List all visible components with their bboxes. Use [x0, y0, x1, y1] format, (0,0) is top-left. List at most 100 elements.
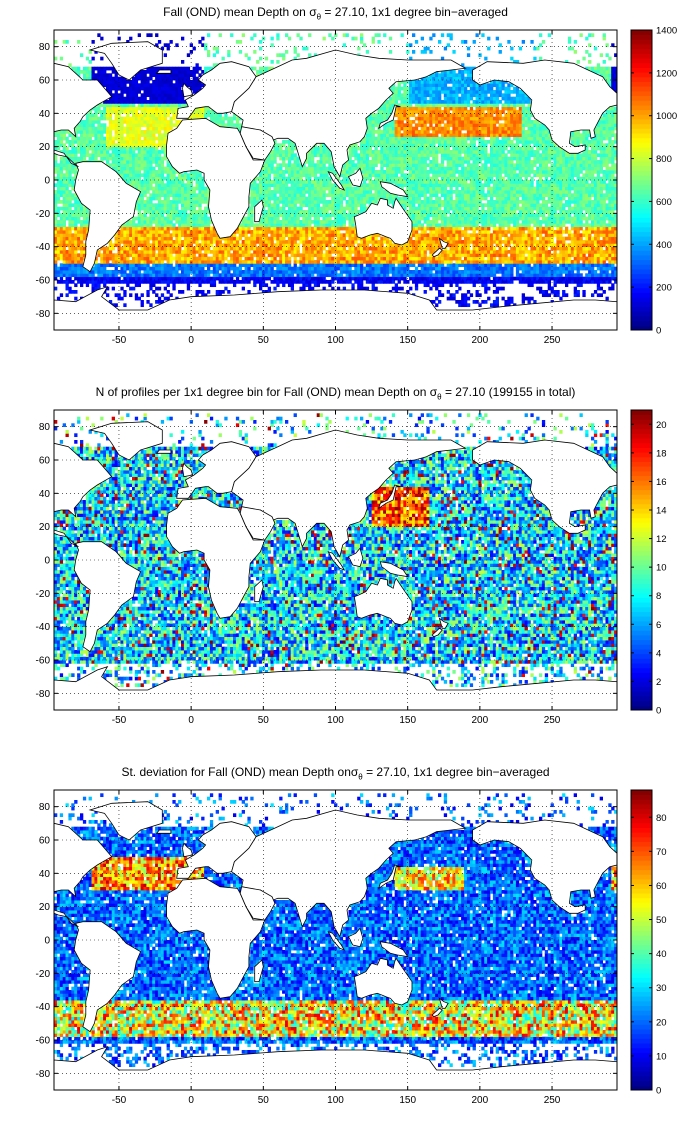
data-cell [518, 186, 523, 191]
data-cell [585, 220, 589, 224]
data-cell [181, 220, 185, 224]
data-cell [172, 226, 176, 231]
data-cell [169, 246, 173, 251]
data-cell [279, 260, 283, 264]
data-cell [175, 226, 179, 231]
data-cell [562, 210, 566, 214]
data-cell [490, 223, 494, 228]
data-cell [368, 273, 372, 278]
data-cell [591, 216, 595, 221]
data-cell [279, 186, 283, 191]
data-cell [207, 210, 211, 214]
data-cell [377, 276, 381, 281]
data-cell [417, 243, 422, 248]
data-cell [82, 233, 87, 238]
data-cell [227, 263, 231, 268]
data-cell [322, 286, 326, 291]
data-cell [573, 190, 577, 194]
data-cell [328, 230, 332, 234]
data-cell [461, 190, 465, 194]
data-cell [85, 223, 90, 228]
data-cell [282, 210, 286, 214]
data-cell [149, 203, 153, 208]
data-cell [446, 226, 450, 231]
data-cell [117, 260, 121, 264]
data-cell [241, 270, 245, 274]
data-cell [386, 236, 390, 241]
data-cell [544, 253, 549, 258]
data-cell [611, 276, 615, 281]
data-cell [189, 260, 193, 264]
data-cell [270, 196, 274, 201]
data-cell [446, 193, 450, 198]
data-cell [186, 243, 191, 248]
data-cell [351, 263, 355, 268]
data-cell [475, 273, 479, 278]
data-cell [267, 216, 271, 221]
data-cell [614, 280, 618, 284]
data-cell [541, 273, 546, 278]
data-cell [501, 203, 505, 208]
data-cell [207, 220, 211, 224]
data-cell [591, 236, 595, 241]
data-cell [515, 276, 520, 281]
data-cell [461, 246, 465, 251]
data-cell [357, 196, 361, 201]
data-cell [553, 270, 557, 274]
data-cell [455, 226, 459, 231]
data-cell [305, 213, 309, 218]
data-cell [388, 270, 393, 274]
data-cell [328, 213, 332, 218]
data-cell [302, 190, 306, 194]
data-cell [342, 183, 346, 188]
data-cell [155, 220, 159, 224]
data-cell [466, 303, 471, 308]
data-cell [68, 230, 72, 234]
data-cell [579, 246, 583, 251]
data-cell [253, 190, 257, 194]
data-cell [183, 226, 188, 231]
data-cell [267, 223, 271, 228]
data-cell [282, 273, 286, 278]
data-cell [556, 216, 560, 221]
data-cell [169, 200, 173, 204]
data-cell [68, 220, 72, 224]
data-cell [365, 280, 370, 284]
data-cell [267, 286, 271, 291]
data-cell [207, 190, 211, 194]
data-cell [579, 236, 583, 241]
data-cell [362, 203, 367, 208]
data-cell [273, 253, 277, 258]
data-cell [504, 280, 508, 284]
data-cell [339, 210, 344, 214]
data-cell [270, 223, 274, 228]
data-cell [544, 206, 549, 211]
data-cell [129, 276, 133, 281]
data-cell [201, 220, 205, 224]
data-cell [452, 190, 456, 194]
data-cell [423, 186, 427, 191]
data-cell [360, 186, 364, 191]
data-cell [68, 233, 72, 238]
data-cell [117, 250, 121, 254]
data-cell [169, 210, 173, 214]
data-cell [386, 246, 390, 251]
data-cell [559, 193, 563, 198]
data-cell [567, 230, 572, 234]
data-cell [553, 266, 557, 271]
data-cell [82, 270, 87, 274]
data-cell [391, 280, 396, 284]
data-cell [181, 263, 185, 268]
data-cell [192, 260, 196, 264]
data-cell [438, 280, 442, 284]
data-cell [308, 273, 312, 278]
data-cell [472, 246, 476, 251]
data-cell [400, 270, 404, 274]
data-cell [608, 253, 612, 258]
data-cell [466, 260, 471, 264]
data-cell [308, 186, 312, 191]
data-cell [386, 280, 390, 284]
data-cell [562, 280, 566, 284]
data-cell [241, 260, 245, 264]
data-cell [137, 273, 141, 278]
